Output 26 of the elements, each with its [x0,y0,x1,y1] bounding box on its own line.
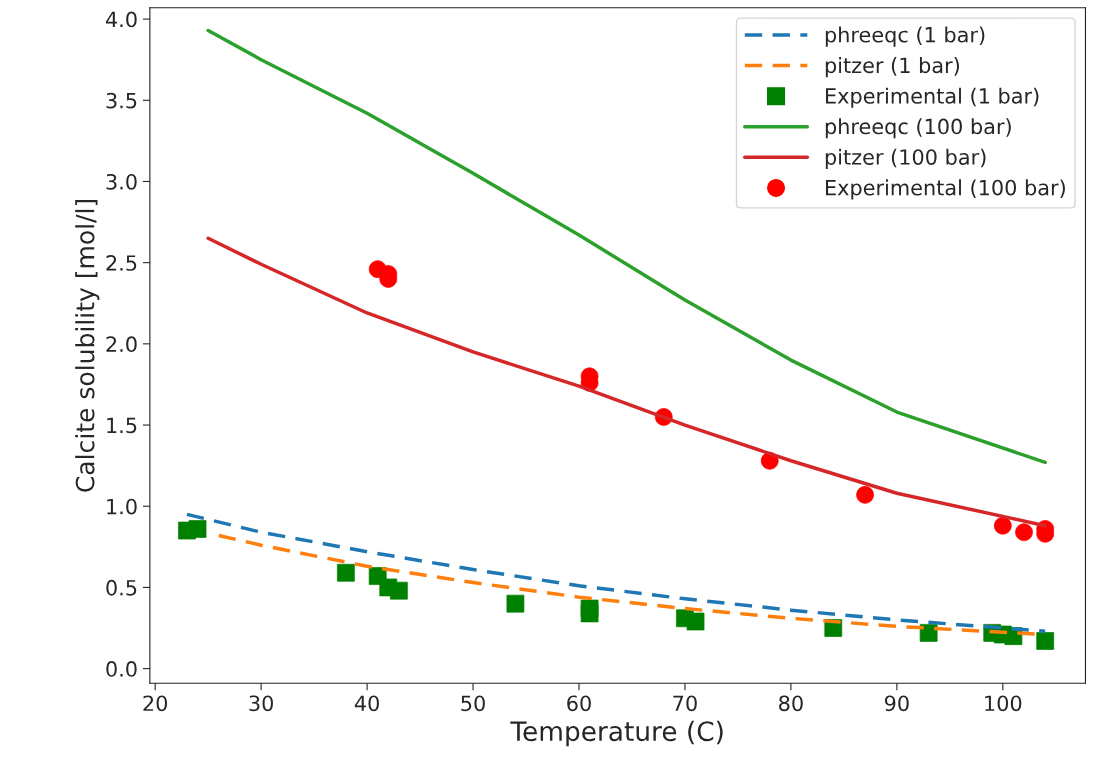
legend-label: phreeqc (1 bar) [825,26,985,47]
x-tick-label: 20 [143,695,168,712]
x-tick-label: 50 [461,695,485,712]
x-tick-label: 70 [673,695,697,712]
y-tick-label: 0.0 [106,661,137,677]
y-tick-label: 2.0 [106,336,137,353]
x-tick-label: 40 [354,695,379,712]
y-axis-title: Calcite solubility [mol/l] [75,199,100,492]
x-tick-label: 60 [567,695,591,712]
x-axis-title: Temperature (C) [510,720,723,747]
x-tick-label: 30 [249,695,273,712]
y-tick-label: 2.5 [106,255,137,271]
y-tick-label: 4.0 [105,11,137,28]
x-tick-label: 90 [884,695,909,712]
y-tick-label: 3.5 [106,92,137,109]
y-tick-label: 1.5 [107,417,137,434]
y-tick-label: 0.5 [106,579,137,596]
y-tick-label: 1.0 [107,498,137,515]
legend-label: pitzer (1 bar) [825,57,959,78]
legend-label: Experimental (100 bar) [826,179,1065,200]
x-tick-label: 100 [985,695,1022,712]
legend-label: pitzer (100 bar) [825,148,986,169]
x-tick-label: 80 [779,695,803,712]
legend-label: Experimental (1 bar) [826,87,1039,108]
legend-label: phreeqc (100 bar) [825,118,1011,139]
y-tick-label: 3.0 [106,173,137,190]
